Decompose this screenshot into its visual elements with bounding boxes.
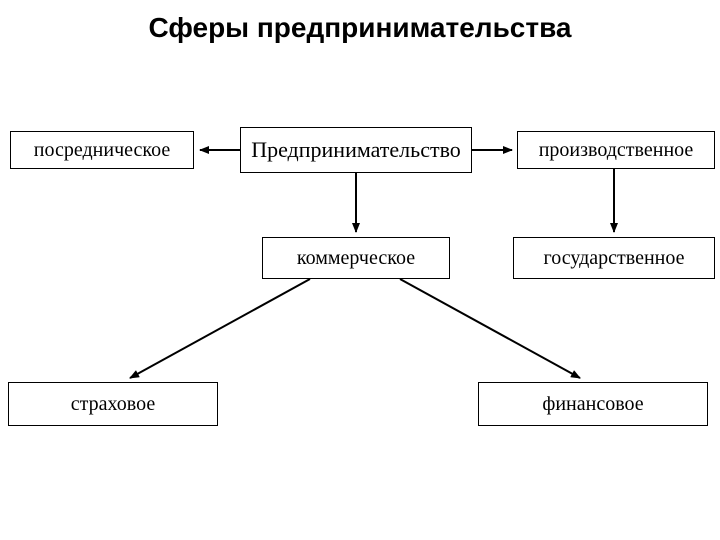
node-left1: посредническое [10,131,194,169]
node-financial: финансовое [478,382,708,426]
node-commercial: коммерческое [262,237,450,279]
node-center: Предпринимательство [240,127,472,173]
edge-commercial-financial [400,279,580,378]
node-insurance: страховое [8,382,218,426]
page-title: Сферы предпринимательства [0,12,720,44]
node-right1: производственное [517,131,715,169]
edge-commercial-insurance [130,279,310,378]
node-gov: государственное [513,237,715,279]
